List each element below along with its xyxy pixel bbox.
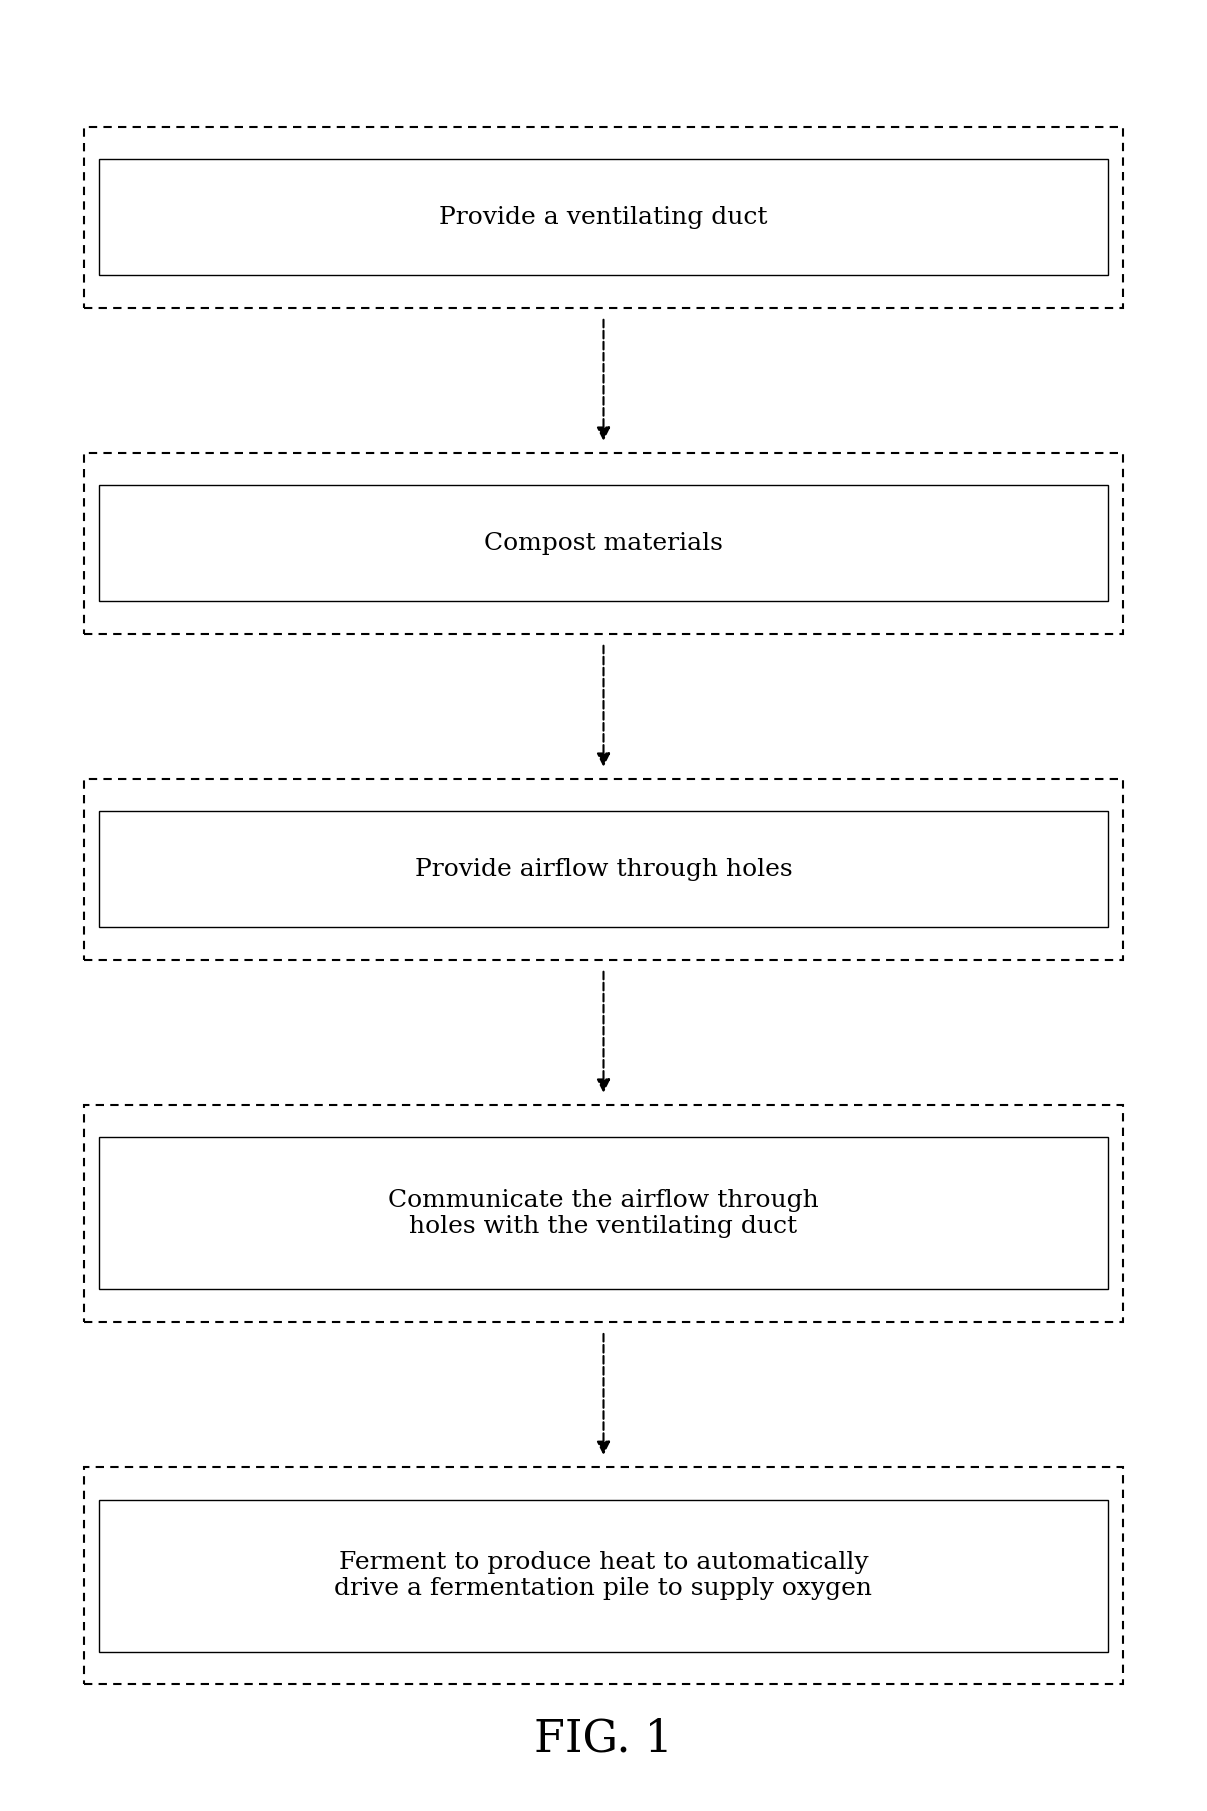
Text: Compost materials: Compost materials bbox=[484, 532, 723, 554]
Text: Provide a ventilating duct: Provide a ventilating duct bbox=[439, 206, 768, 228]
FancyBboxPatch shape bbox=[84, 127, 1123, 308]
Text: Provide airflow through holes: Provide airflow through holes bbox=[415, 858, 792, 880]
FancyBboxPatch shape bbox=[84, 779, 1123, 960]
Text: FIG. 1: FIG. 1 bbox=[533, 1717, 674, 1760]
FancyBboxPatch shape bbox=[84, 1105, 1123, 1322]
FancyBboxPatch shape bbox=[84, 1467, 1123, 1684]
FancyBboxPatch shape bbox=[99, 1500, 1108, 1652]
FancyBboxPatch shape bbox=[84, 453, 1123, 634]
FancyBboxPatch shape bbox=[99, 1137, 1108, 1289]
Text: Communicate the airflow through
holes with the ventilating duct: Communicate the airflow through holes wi… bbox=[389, 1188, 818, 1239]
FancyBboxPatch shape bbox=[99, 485, 1108, 601]
FancyBboxPatch shape bbox=[99, 811, 1108, 927]
Text: Ferment to produce heat to automatically
drive a fermentation pile to supply oxy: Ferment to produce heat to automatically… bbox=[334, 1550, 873, 1601]
FancyBboxPatch shape bbox=[99, 159, 1108, 275]
